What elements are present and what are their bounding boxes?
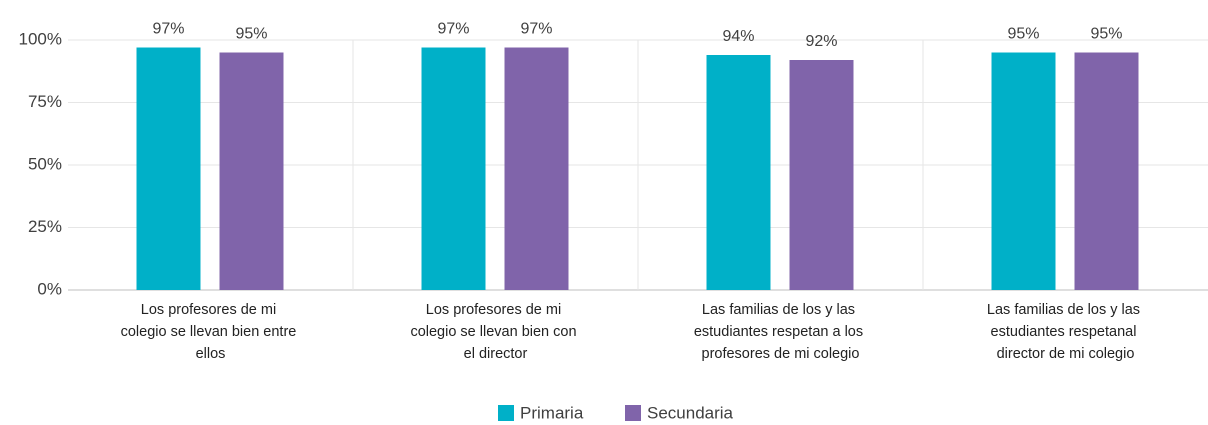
y-tick-label: 75% — [28, 92, 62, 111]
value-label: 97% — [152, 21, 184, 38]
legend-swatch — [498, 405, 514, 421]
bar — [991, 52, 1056, 290]
bar — [219, 52, 284, 290]
value-label: 95% — [1090, 26, 1122, 43]
x-tick-label: Los profesores de mi colegio se llevan b… — [410, 302, 580, 362]
bar — [421, 47, 486, 290]
bar — [1074, 52, 1139, 290]
legend-label: Primaria — [520, 403, 584, 422]
bar — [789, 60, 854, 290]
value-label: 97% — [520, 21, 552, 38]
bar — [136, 47, 201, 290]
y-tick-label: 25% — [28, 217, 62, 236]
value-label: 92% — [805, 33, 837, 50]
x-tick-label: Las familias de los y las estudiantes re… — [694, 302, 867, 362]
bar — [504, 47, 569, 290]
y-tick-label: 0% — [37, 279, 62, 298]
value-label: 95% — [235, 26, 267, 43]
y-tick-label: 100% — [19, 29, 62, 48]
x-tick-label: Las familias de los y las estudiantes re… — [987, 302, 1144, 362]
legend-label: Secundaria — [647, 403, 734, 422]
bar — [706, 55, 771, 290]
value-label: 94% — [722, 28, 754, 45]
legend-swatch — [625, 405, 641, 421]
value-label: 95% — [1007, 26, 1039, 43]
value-label: 97% — [437, 21, 469, 38]
x-tick-label: Los profesores de mi colegio se llevan b… — [121, 302, 301, 362]
y-tick-label: 50% — [28, 154, 62, 173]
